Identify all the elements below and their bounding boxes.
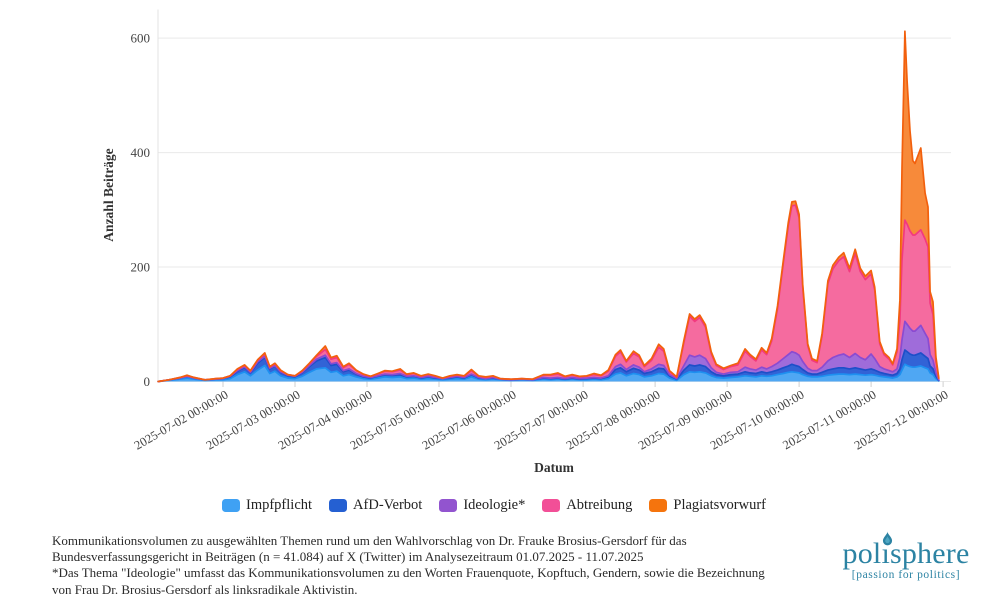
y-axis-title: Anzahl Beiträge: [101, 148, 116, 241]
area-line-afdverbot: [157, 349, 940, 383]
legend-swatch-icon: [649, 499, 668, 512]
area-impfpflicht: [158, 364, 939, 382]
area-line-ideologie: [157, 320, 940, 383]
chart-legend: Impfpflicht AfD-Verbot Ideologie* Abtreibun…: [0, 497, 988, 514]
area-abtreibung: [158, 205, 939, 382]
y-tick-label: 200: [131, 260, 151, 275]
area-line-abtreibung: [157, 204, 940, 383]
legend-item-ideologie[interactable]: Ideologie*: [439, 497, 525, 514]
area-line-plagiatsvorwurf: [157, 30, 940, 383]
legend-label: Plagiatsvorwurf: [673, 497, 766, 513]
chart-caption: Kommunikationsvolumen zu ausgewählten Th…: [52, 533, 765, 597]
legend-label: Abtreibung: [566, 497, 633, 513]
y-tick-label: 400: [131, 145, 151, 160]
area-line-impfpflicht: [157, 363, 940, 383]
logo-text-part2: sphere: [889, 537, 970, 570]
y-tick-label: 600: [131, 31, 151, 46]
legend-swatch-icon: [439, 499, 458, 512]
polisphere-wordmark: polısphere: [842, 531, 970, 570]
legend-label: Impfpflicht: [246, 497, 313, 513]
legend-item-abtreibung[interactable]: Abtreibung: [542, 497, 632, 514]
x-axis-title: Datum: [534, 460, 575, 475]
legend-swatch-icon: [222, 499, 240, 512]
area-plagiatsvorwurf: [158, 31, 939, 382]
legend-item-impfpflicht[interactable]: Impfpflicht: [222, 497, 312, 514]
y-tick-label: 0: [144, 374, 151, 389]
logo-text-i: ı: [881, 537, 890, 570]
flame-icon: [882, 531, 892, 546]
area-afdverbot: [158, 350, 939, 382]
legend-item-plagiatsvorwurf[interactable]: Plagiatsvorwurf: [649, 497, 766, 514]
legend-swatch-icon: [542, 499, 561, 512]
legend-label: AfD-Verbot: [353, 497, 423, 513]
legend-item-afdverbot[interactable]: AfD-Verbot: [329, 497, 422, 514]
legend-swatch-icon: [329, 499, 348, 512]
legend-label: Ideologie*: [463, 497, 526, 513]
polisphere-logo: polısphere [passion for politics]: [830, 531, 982, 581]
logo-text-part1: pol: [842, 537, 882, 570]
logo-tagline: [passion for politics]: [851, 569, 961, 581]
